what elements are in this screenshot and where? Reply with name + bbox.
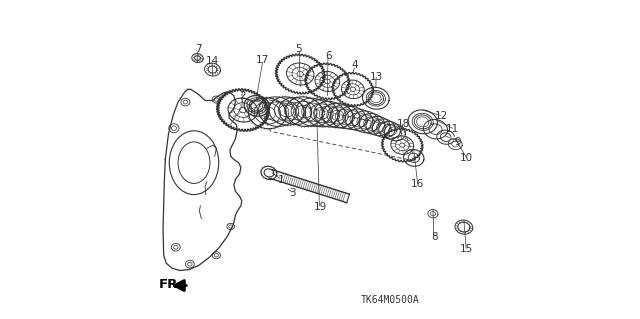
Text: 1: 1 [278,175,284,185]
Text: 19: 19 [314,202,326,212]
Text: TK64M0500A: TK64M0500A [361,295,420,305]
Text: 14: 14 [205,56,219,66]
Text: 5: 5 [296,44,302,55]
Text: 12: 12 [435,111,448,122]
Text: 18: 18 [396,119,410,129]
Text: FR.: FR. [159,278,184,291]
Text: 13: 13 [370,72,383,82]
Text: 17: 17 [256,55,269,65]
Text: 3: 3 [289,188,296,198]
Text: 15: 15 [460,244,474,254]
Text: 16: 16 [411,179,424,189]
Text: 7: 7 [195,44,202,55]
Text: 8: 8 [431,232,438,242]
Text: 2: 2 [239,91,246,101]
Text: 4: 4 [351,60,358,70]
Text: 6: 6 [325,51,332,61]
Text: 9: 9 [454,137,461,147]
Text: 10: 10 [460,153,474,163]
Text: 11: 11 [446,124,460,134]
